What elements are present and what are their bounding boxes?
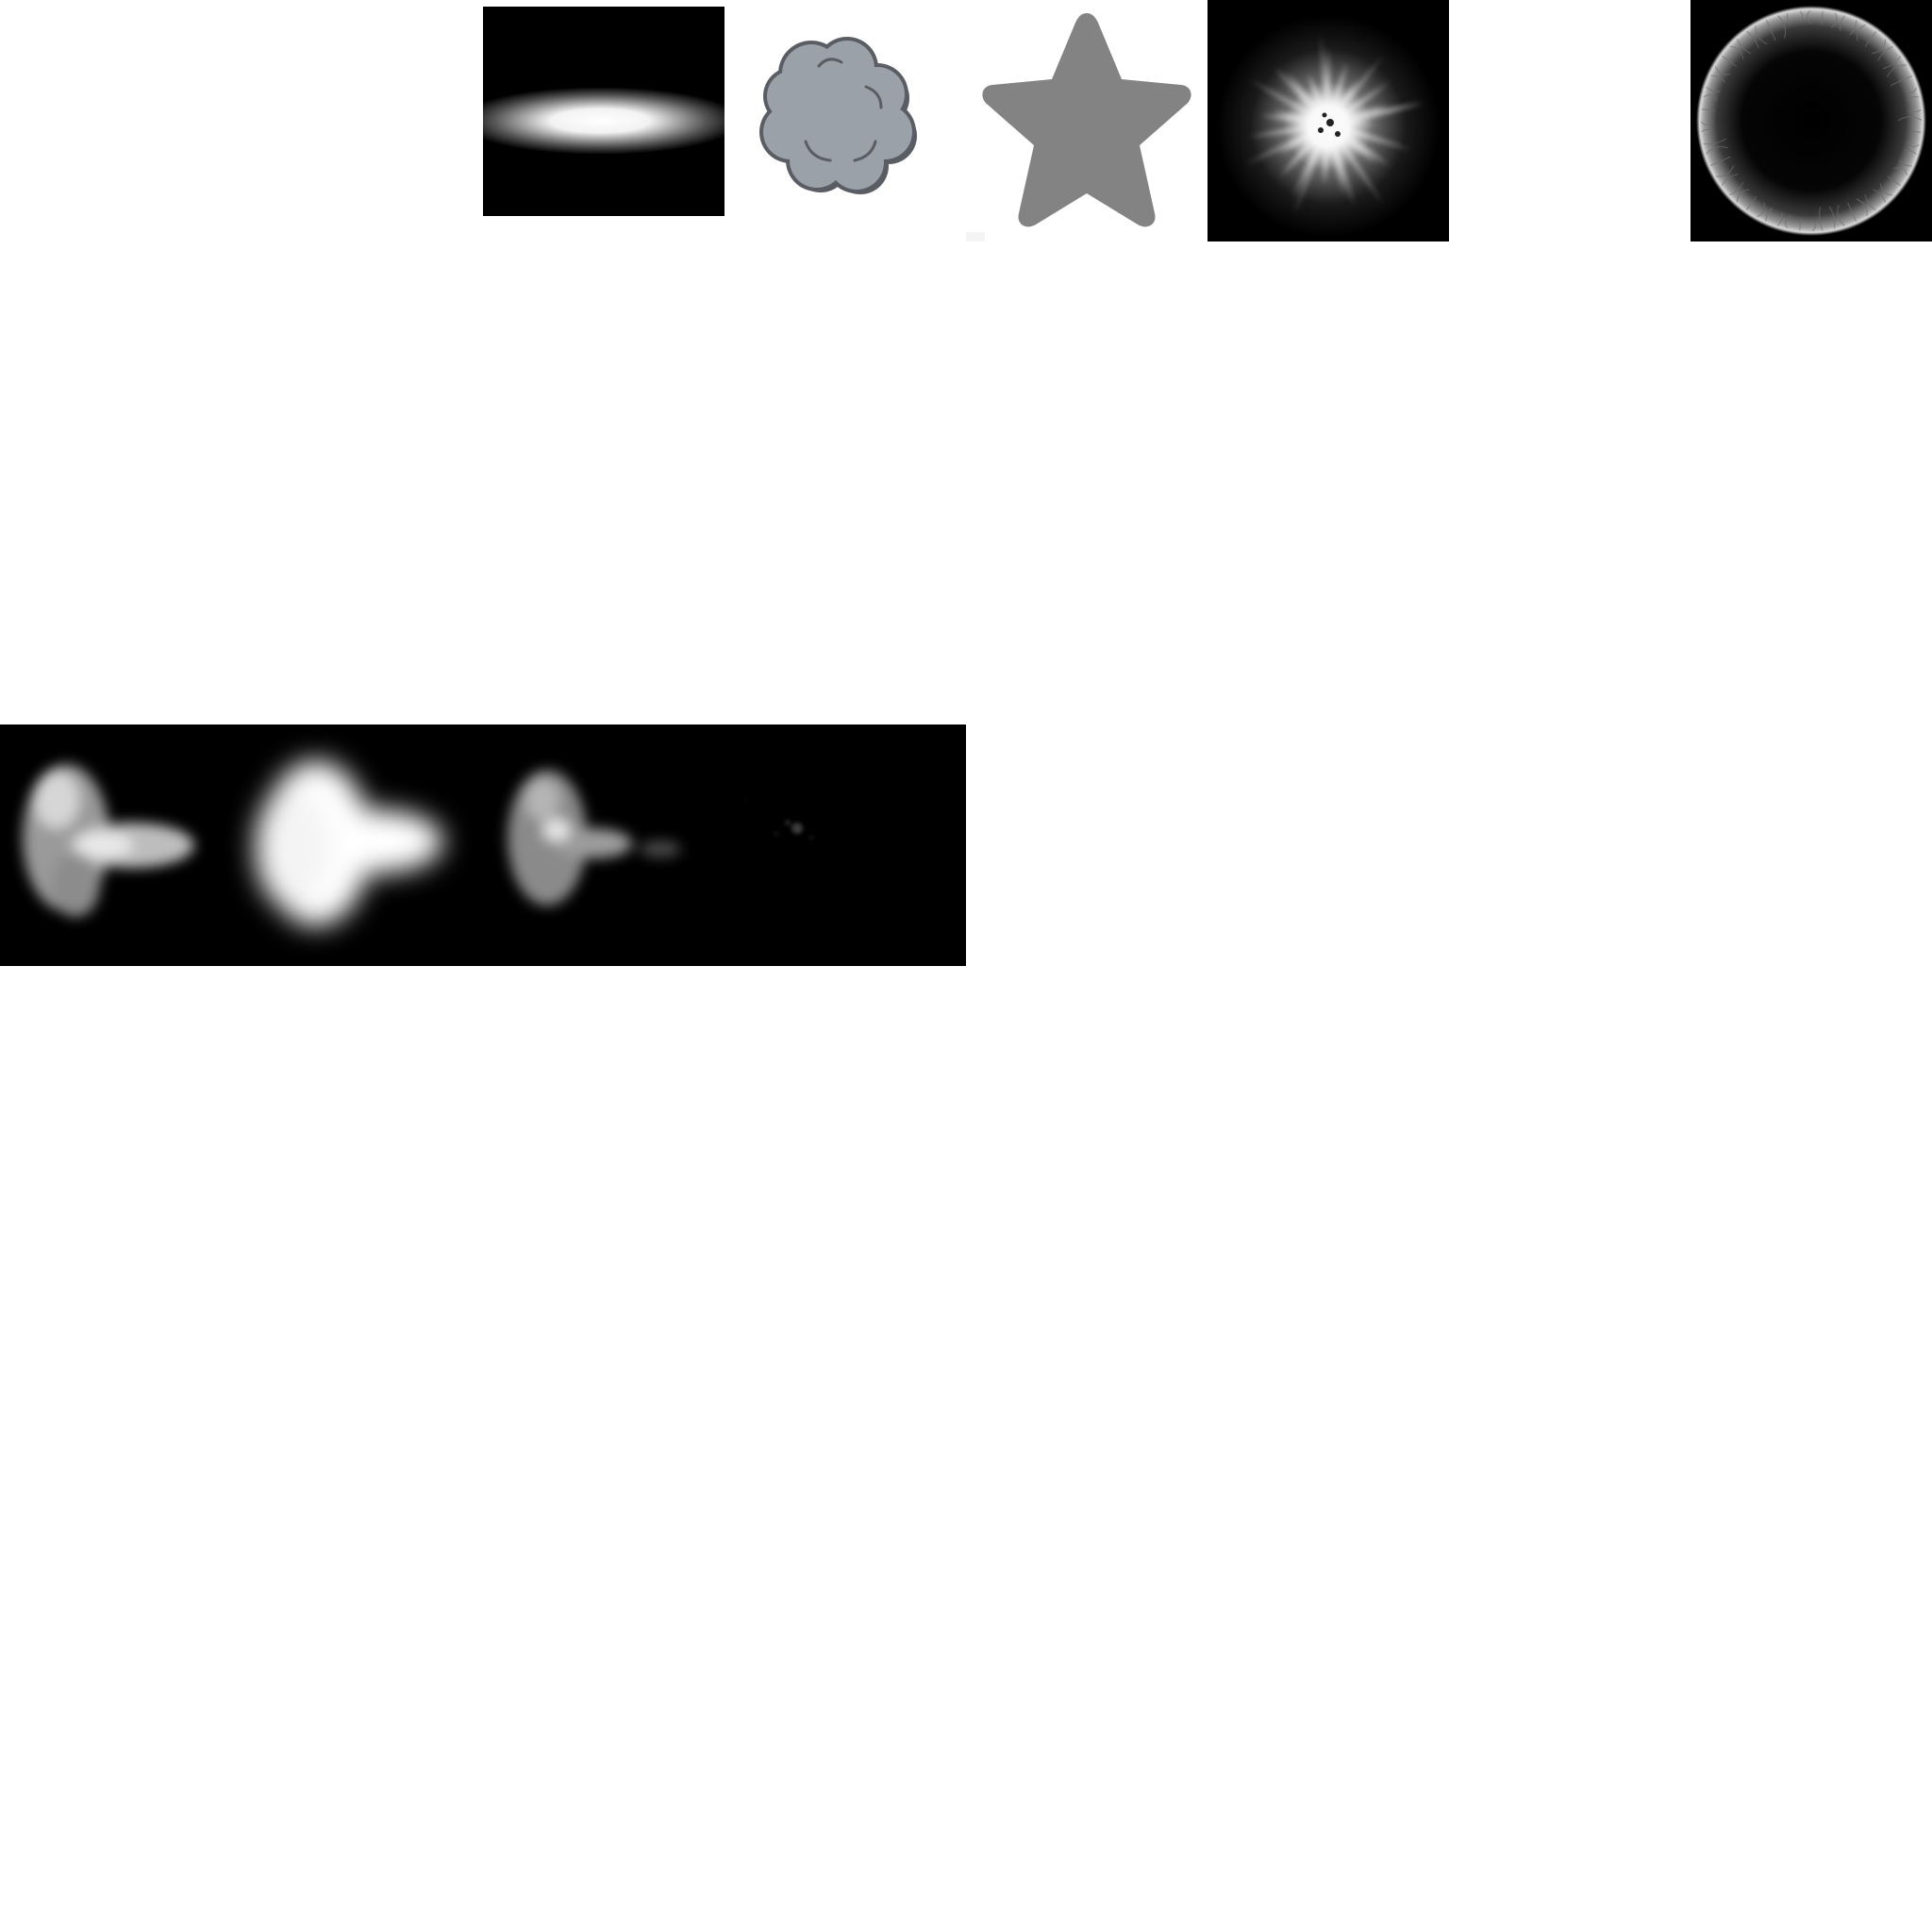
ring-vein	[1700, 128, 1713, 133]
ring-vein	[1745, 195, 1757, 211]
ring-vein	[1810, 219, 1816, 233]
ring-vein	[1848, 19, 1857, 36]
ring-vein	[1702, 138, 1727, 145]
ring-vein	[1736, 38, 1751, 55]
ring-vein	[1799, 9, 1804, 24]
horizontal-glow-bar-sprite	[483, 7, 724, 216]
ring-vein	[1755, 202, 1766, 218]
ring-vein	[1907, 96, 1921, 101]
ring-vein	[1765, 207, 1774, 223]
ring-vein	[1864, 30, 1877, 47]
burst-ray	[1326, 61, 1348, 117]
ring-vein	[1897, 116, 1924, 122]
burst-ray	[1336, 102, 1424, 128]
ring-vein	[1847, 202, 1857, 224]
flipbook-frame-3	[508, 770, 681, 906]
fractal-ring-sprite	[1690, 0, 1932, 242]
ring-vein	[1830, 11, 1838, 28]
burst-ray	[1336, 124, 1412, 150]
ring-vein	[1907, 108, 1923, 113]
ring-vein	[1776, 211, 1783, 227]
ring-vein	[1714, 165, 1735, 177]
ring-vein	[1882, 55, 1902, 70]
ring-vein	[1893, 167, 1908, 177]
flipbook-frame-2	[255, 760, 443, 926]
ring-vein	[1872, 38, 1887, 55]
radial-light-burst-sprite	[1208, 0, 1449, 242]
burst-ray	[1322, 133, 1334, 185]
ring-vein	[1708, 156, 1731, 167]
flipbook-icon	[0, 724, 966, 966]
burst-ray	[1331, 130, 1384, 205]
ring-vein	[1887, 64, 1908, 77]
flipbook-frame-4	[743, 798, 813, 840]
burst-ray	[1248, 78, 1322, 123]
burst-ray	[1331, 56, 1383, 120]
ring-vein	[1705, 86, 1722, 92]
burst-ray	[1332, 125, 1377, 164]
light-burst-icon	[1208, 0, 1449, 242]
burst-ray	[1291, 131, 1328, 200]
ring-vein	[1714, 64, 1731, 75]
ring-vein	[1699, 120, 1714, 125]
ring-vein	[1864, 194, 1877, 211]
ring-vein	[1857, 24, 1868, 42]
burst-ray	[1324, 47, 1332, 115]
ring-vein	[1828, 206, 1836, 230]
ring-vein	[1765, 18, 1776, 42]
ring-vein	[1907, 141, 1921, 147]
burst-ray	[1280, 127, 1325, 177]
smoke-puff-cloud-sprite	[724, 0, 966, 242]
ring-vein	[1807, 8, 1812, 25]
ring-vein	[1905, 86, 1918, 93]
ring-vein	[1721, 55, 1738, 67]
ring-vein	[1890, 75, 1914, 87]
ring-vein	[1903, 149, 1918, 156]
smoke-flipbook-strip	[0, 724, 966, 966]
burst-ray	[1286, 72, 1326, 121]
ring-vein	[1819, 207, 1824, 232]
burst-ray	[1328, 80, 1358, 121]
ring-vein	[1702, 94, 1718, 102]
ring-vein	[1786, 11, 1791, 25]
ring-vein	[1887, 175, 1902, 187]
ring-vein	[1736, 189, 1750, 204]
burst-ray	[1333, 81, 1391, 123]
ring-vein	[1877, 45, 1894, 61]
cloud-icon	[759, 37, 917, 194]
burst-ray	[1243, 125, 1322, 165]
ring-vein	[1821, 9, 1824, 25]
glow-bar-icon	[483, 7, 724, 216]
ring-vein	[1728, 45, 1744, 60]
ring-vein	[1898, 159, 1913, 167]
ring-vein	[1909, 130, 1923, 133]
ring-vein	[1728, 181, 1744, 196]
ring-vein	[1721, 173, 1739, 187]
ring-vein	[1873, 189, 1887, 204]
star-icon	[966, 13, 1191, 242]
ring-vein	[1856, 198, 1868, 218]
flipbook-frame-1	[23, 764, 194, 917]
burst-ray	[1248, 122, 1320, 138]
ring-vein	[1880, 183, 1894, 196]
ring-vein	[1705, 146, 1728, 156]
ring-vein	[1776, 14, 1787, 39]
ring-icon	[1690, 0, 1932, 242]
ring-vein	[1755, 24, 1768, 45]
ring-vein	[1840, 14, 1846, 31]
burst-ray	[1294, 132, 1328, 214]
ring-vein	[1799, 218, 1802, 232]
star-sprite	[966, 0, 1208, 242]
ring-vein	[1837, 205, 1846, 227]
ring-vein	[1709, 75, 1726, 83]
ring-vein	[1700, 108, 1715, 111]
ring-vein	[1785, 215, 1791, 230]
ring-vein	[1745, 30, 1759, 49]
